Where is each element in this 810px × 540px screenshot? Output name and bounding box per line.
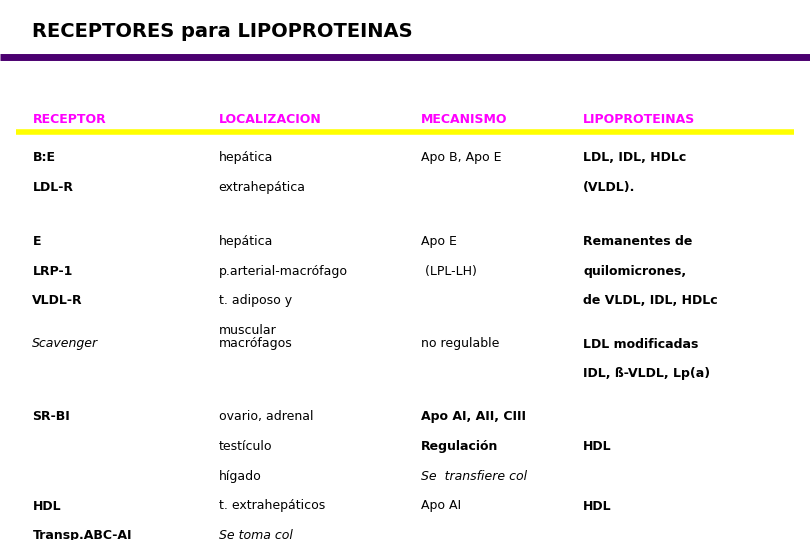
Text: Remanentes de: Remanentes de: [583, 235, 693, 248]
Text: Regulación: Regulación: [421, 440, 499, 453]
Text: Apo AI, AII, CIII: Apo AI, AII, CIII: [421, 410, 526, 423]
Text: MECANISMO: MECANISMO: [421, 113, 508, 126]
Text: de VLDL, IDL, HDLc: de VLDL, IDL, HDLc: [583, 294, 718, 307]
Text: hígado: hígado: [219, 470, 262, 483]
Text: LOCALIZACION: LOCALIZACION: [219, 113, 322, 126]
Text: extrahepática: extrahepática: [219, 181, 305, 194]
Text: (VLDL).: (VLDL).: [583, 181, 636, 194]
Text: HDL: HDL: [583, 440, 612, 453]
Text: quilomicrones,: quilomicrones,: [583, 265, 686, 278]
Text: Apo E: Apo E: [421, 235, 457, 248]
Text: IDL, ß-VLDL, Lp(a): IDL, ß-VLDL, Lp(a): [583, 367, 710, 380]
Text: RECEPTORES para LIPOPROTEINAS: RECEPTORES para LIPOPROTEINAS: [32, 22, 413, 40]
Text: no regulable: no regulable: [421, 338, 500, 350]
Text: macrófagos: macrófagos: [219, 338, 292, 350]
Text: LIPOPROTEINAS: LIPOPROTEINAS: [583, 113, 696, 126]
Text: Transp.ABC-AI: Transp.ABC-AI: [32, 529, 132, 540]
Text: testículo: testículo: [219, 440, 272, 453]
Text: t. adiposo y: t. adiposo y: [219, 294, 292, 307]
Text: RECEPTOR: RECEPTOR: [32, 113, 106, 126]
Text: p.arterial-macrófago: p.arterial-macrófago: [219, 265, 347, 278]
Text: SR-BI: SR-BI: [32, 410, 70, 423]
Text: Se toma col: Se toma col: [219, 529, 292, 540]
Text: LDL modificadas: LDL modificadas: [583, 338, 698, 350]
Text: HDL: HDL: [32, 500, 61, 512]
Text: hepática: hepática: [219, 151, 273, 164]
Text: VLDL-R: VLDL-R: [32, 294, 83, 307]
Text: LRP-1: LRP-1: [32, 265, 73, 278]
Text: HDL: HDL: [583, 500, 612, 512]
Text: B:E: B:E: [32, 151, 55, 164]
Text: (LPL-LH): (LPL-LH): [421, 265, 477, 278]
Text: Scavenger: Scavenger: [32, 338, 99, 350]
Text: hepática: hepática: [219, 235, 273, 248]
Text: t. extrahepáticos: t. extrahepáticos: [219, 500, 325, 512]
Text: Apo B, Apo E: Apo B, Apo E: [421, 151, 501, 164]
Text: Se  transfiere col: Se transfiere col: [421, 470, 527, 483]
Text: E: E: [32, 235, 40, 248]
Text: muscular: muscular: [219, 324, 276, 337]
Text: LDL-R: LDL-R: [32, 181, 74, 194]
Text: LDL, IDL, HDLc: LDL, IDL, HDLc: [583, 151, 686, 164]
Text: ovario, adrenal: ovario, adrenal: [219, 410, 313, 423]
Text: Apo AI: Apo AI: [421, 500, 462, 512]
